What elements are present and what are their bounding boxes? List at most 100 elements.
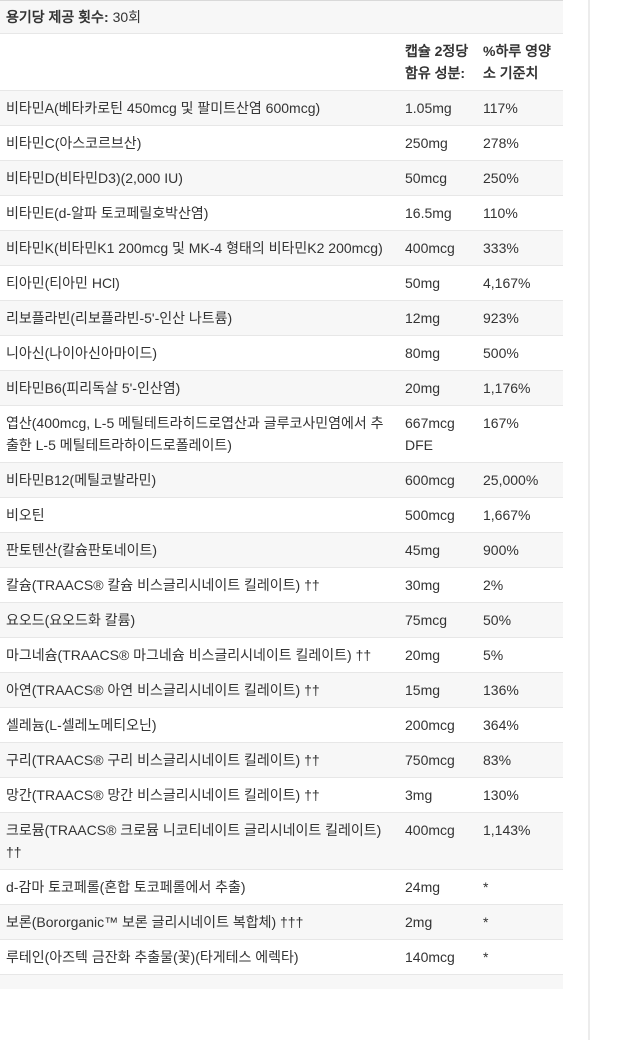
ingredient-amount: 50mcg bbox=[405, 160, 483, 196]
ingredient-amount: 1.05mg bbox=[405, 90, 483, 126]
ingredient-row: 리보플라빈(리보플라빈-5'-인산 나트륨) 12mg 923% bbox=[0, 300, 563, 336]
ingredient-name: d-감마 토코페롤(혼합 토코페롤에서 추출) bbox=[0, 869, 405, 905]
ingredient-amount: 45mg bbox=[405, 532, 483, 568]
ingredient-amount: 20mg bbox=[405, 637, 483, 673]
ingredient-daily-value: 1,176% bbox=[483, 370, 563, 406]
ingredient-daily-value: 1,143% bbox=[483, 812, 563, 870]
ingredient-daily-value: 83% bbox=[483, 742, 563, 778]
ingredient-name: 마그네슘(TRAACS® 마그네슘 비스글리시네이트 킬레이트) †† bbox=[0, 637, 405, 673]
ingredient-amount: 400mcg bbox=[405, 230, 483, 266]
servings-value: 30회 bbox=[112, 9, 142, 25]
ingredient-row: 망간(TRAACS® 망간 비스글리시네이트 킬레이트) †† 3mg 130% bbox=[0, 777, 563, 813]
ingredient-row: 비타민A(베타카로틴 450mcg 및 팔미트산염 600mcg) 1.05mg… bbox=[0, 90, 563, 126]
ingredient-row: 티아민(티아민 HCl) 50mg 4,167% bbox=[0, 265, 563, 301]
ingredient-row: 셀레늄(L-셀레노메티오닌) 200mcg 364% bbox=[0, 707, 563, 743]
ingredient-amount: 30mg bbox=[405, 567, 483, 603]
ingredient-daily-value: 923% bbox=[483, 300, 563, 336]
ingredient-amount: 500mcg bbox=[405, 497, 483, 533]
ingredient-amount: 667mcg DFE bbox=[405, 405, 483, 463]
clipped-next-row bbox=[0, 974, 563, 989]
servings-label: 용기당 제공 횟수: bbox=[6, 9, 109, 25]
ingredient-row: 비타민K(비타민K1 200mcg 및 MK-4 형태의 비타민K2 200mc… bbox=[0, 230, 563, 266]
ingredient-daily-value: 1,667% bbox=[483, 497, 563, 533]
ingredient-row: 구리(TRAACS® 구리 비스글리시네이트 킬레이트) †† 750mcg 8… bbox=[0, 742, 563, 778]
ingredient-amount: 750mcg bbox=[405, 742, 483, 778]
ingredient-name: 비타민B12(메틸코발라민) bbox=[0, 462, 405, 498]
ingredient-daily-value: 136% bbox=[483, 672, 563, 708]
ingredient-name: 비타민E(d-알파 토코페릴호박산염) bbox=[0, 195, 405, 231]
ingredient-name: 비타민A(베타카로틴 450mcg 및 팔미트산염 600mcg) bbox=[0, 90, 405, 126]
col-header-ingredient bbox=[0, 34, 405, 91]
ingredient-row: 루테인(아즈텍 금잔화 추출물(꽃)(타게테스 에렉타) 140mcg * bbox=[0, 939, 563, 975]
ingredient-name: 리보플라빈(리보플라빈-5'-인산 나트륨) bbox=[0, 300, 405, 336]
ingredient-row: 비타민B12(메틸코발라민) 600mcg 25,000% bbox=[0, 462, 563, 498]
ingredient-amount: 12mg bbox=[405, 300, 483, 336]
ingredient-amount: 2mg bbox=[405, 904, 483, 940]
ingredient-daily-value: 117% bbox=[483, 90, 563, 126]
ingredient-row: 크로뮴(TRAACS® 크로뮴 니코티네이트 글리시네이트 킬레이트) †† 4… bbox=[0, 812, 563, 870]
supplement-facts-table: 캡슐 2정당 함유 성분: %하루 영양소 기준치 비타민A(베타카로틴 450… bbox=[0, 34, 563, 989]
ingredient-row: 엽산(400mcg, L-5 메틸테트라히드로엽산과 글루코사민염에서 추출한 … bbox=[0, 405, 563, 463]
page-layout-divider bbox=[588, 0, 590, 1040]
ingredient-daily-value: 25,000% bbox=[483, 462, 563, 498]
ingredient-amount: 20mg bbox=[405, 370, 483, 406]
ingredient-daily-value: 364% bbox=[483, 707, 563, 743]
ingredient-daily-value: 250% bbox=[483, 160, 563, 196]
ingredient-name: 요오드(요오드화 칼륨) bbox=[0, 602, 405, 638]
ingredient-daily-value: 110% bbox=[483, 195, 563, 231]
ingredient-name: 티아민(티아민 HCl) bbox=[0, 265, 405, 301]
ingredient-row: 마그네슘(TRAACS® 마그네슘 비스글리시네이트 킬레이트) †† 20mg… bbox=[0, 637, 563, 673]
ingredient-row: 니아신(나이아신아마이드) 80mg 500% bbox=[0, 335, 563, 371]
ingredient-name: 비오틴 bbox=[0, 497, 405, 533]
ingredient-name: 엽산(400mcg, L-5 메틸테트라히드로엽산과 글루코사민염에서 추출한 … bbox=[0, 405, 405, 463]
ingredient-row: 판토텐산(칼슘판토네이트) 45mg 900% bbox=[0, 532, 563, 568]
ingredient-amount: 250mg bbox=[405, 125, 483, 161]
ingredient-name: 아연(TRAACS® 아연 비스글리시네이트 킬레이트) †† bbox=[0, 672, 405, 708]
ingredient-name: 망간(TRAACS® 망간 비스글리시네이트 킬레이트) †† bbox=[0, 777, 405, 813]
ingredient-name: 비타민D(비타민D3)(2,000 IU) bbox=[0, 160, 405, 196]
ingredient-amount: 24mg bbox=[405, 869, 483, 905]
ingredient-row: 요오드(요오드화 칼륨) 75mcg 50% bbox=[0, 602, 563, 638]
ingredient-name: 판토텐산(칼슘판토네이트) bbox=[0, 532, 405, 568]
ingredient-row: d-감마 토코페롤(혼합 토코페롤에서 추출) 24mg * bbox=[0, 869, 563, 905]
ingredient-daily-value: 4,167% bbox=[483, 265, 563, 301]
ingredient-row: 비타민D(비타민D3)(2,000 IU) 50mcg 250% bbox=[0, 160, 563, 196]
ingredient-daily-value: 50% bbox=[483, 602, 563, 638]
ingredient-daily-value: 900% bbox=[483, 532, 563, 568]
ingredient-amount: 140mcg bbox=[405, 939, 483, 975]
ingredient-amount: 200mcg bbox=[405, 707, 483, 743]
ingredient-rows: 비타민A(베타카로틴 450mcg 및 팔미트산염 600mcg) 1.05mg… bbox=[0, 90, 563, 989]
ingredient-row: 비타민C(아스코르브산) 250mg 278% bbox=[0, 125, 563, 161]
col-header-percent-daily-value: %하루 영양소 기준치 bbox=[483, 34, 563, 91]
ingredient-name: 보론(Bororganic™ 보론 글리시네이트 복합체) ††† bbox=[0, 904, 405, 940]
ingredient-daily-value: 2% bbox=[483, 567, 563, 603]
ingredient-name: 비타민K(비타민K1 200mcg 및 MK-4 형태의 비타민K2 200mc… bbox=[0, 230, 405, 266]
supplement-facts-panel: 용기당 제공 횟수: 30회 캡슐 2정당 함유 성분: %하루 영양소 기준치 … bbox=[0, 0, 563, 989]
ingredient-amount: 3mg bbox=[405, 777, 483, 813]
col-header-amount-per-2-capsules: 캡슐 2정당 함유 성분: bbox=[405, 34, 483, 91]
ingredient-amount: 600mcg bbox=[405, 462, 483, 498]
ingredient-daily-value: * bbox=[483, 904, 563, 940]
ingredient-daily-value: 500% bbox=[483, 335, 563, 371]
servings-per-container-row: 용기당 제공 횟수: 30회 bbox=[0, 1, 563, 34]
ingredient-amount: 50mg bbox=[405, 265, 483, 301]
ingredient-name: 크로뮴(TRAACS® 크로뮴 니코티네이트 글리시네이트 킬레이트) †† bbox=[0, 812, 405, 870]
ingredient-row: 비타민B6(피리독살 5'-인산염) 20mg 1,176% bbox=[0, 370, 563, 406]
ingredient-row: 칼슘(TRAACS® 칼슘 비스글리시네이트 킬레이트) †† 30mg 2% bbox=[0, 567, 563, 603]
ingredient-daily-value: 333% bbox=[483, 230, 563, 266]
ingredient-row: 비타민E(d-알파 토코페릴호박산염) 16.5mg 110% bbox=[0, 195, 563, 231]
ingredient-name: 비타민C(아스코르브산) bbox=[0, 125, 405, 161]
ingredient-row: 보론(Bororganic™ 보론 글리시네이트 복합체) ††† 2mg * bbox=[0, 904, 563, 940]
ingredient-name: 루테인(아즈텍 금잔화 추출물(꽃)(타게테스 에렉타) bbox=[0, 939, 405, 975]
ingredient-name: 비타민B6(피리독살 5'-인산염) bbox=[0, 370, 405, 406]
ingredient-daily-value: 278% bbox=[483, 125, 563, 161]
ingredient-amount: 75mcg bbox=[405, 602, 483, 638]
ingredient-daily-value: 130% bbox=[483, 777, 563, 813]
column-header-row: 캡슐 2정당 함유 성분: %하루 영양소 기준치 bbox=[0, 34, 563, 91]
ingredient-daily-value: 167% bbox=[483, 405, 563, 463]
ingredient-name: 니아신(나이아신아마이드) bbox=[0, 335, 405, 371]
ingredient-daily-value: * bbox=[483, 869, 563, 905]
ingredient-daily-value: 5% bbox=[483, 637, 563, 673]
ingredient-name: 칼슘(TRAACS® 칼슘 비스글리시네이트 킬레이트) †† bbox=[0, 567, 405, 603]
